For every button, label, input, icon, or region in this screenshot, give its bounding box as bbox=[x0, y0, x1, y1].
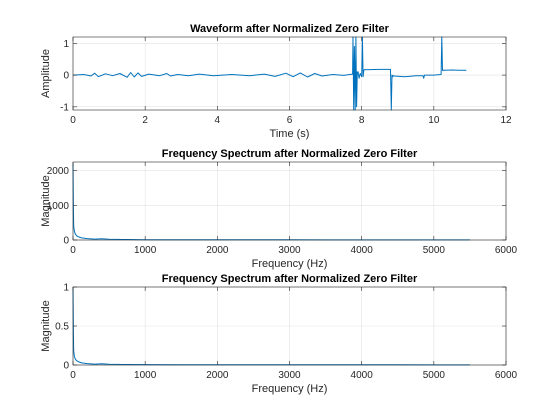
chart-title: Waveform after Normalized Zero Filter bbox=[190, 23, 390, 35]
chart-title: Frequency Spectrum after Normalized Zero… bbox=[162, 148, 418, 160]
plot-2: 0 1000 2000 3000 4000 5000 6000 0 1000 2000 Freque… bbox=[40, 148, 518, 270]
y-tick-label: 1 bbox=[63, 39, 69, 50]
x-tick-label: 1000 bbox=[134, 370, 157, 381]
x-axis-label: Frequency (Hz) bbox=[252, 383, 328, 395]
y-tick-label: 0 bbox=[63, 236, 69, 247]
x-tick-label: 4000 bbox=[351, 370, 374, 381]
x-tick-label: 6000 bbox=[495, 245, 518, 256]
y-tick-label: 0 bbox=[63, 361, 69, 372]
y-axis-label: Amplitude bbox=[40, 49, 52, 98]
y-tick-label: -1 bbox=[60, 102, 69, 113]
x-tick-label: 8 bbox=[359, 115, 365, 126]
x-tick-label: 10 bbox=[428, 115, 440, 126]
y-axis-label: Magnitude bbox=[40, 300, 52, 351]
series-line bbox=[72, 36, 467, 111]
x-tick-label: 3000 bbox=[278, 370, 301, 381]
x-axis-label: Frequency (Hz) bbox=[252, 258, 328, 270]
y-tick-label: 0 bbox=[63, 71, 69, 82]
y-axis-label: Magnitude bbox=[40, 175, 52, 226]
x-tick-label: 4 bbox=[215, 115, 221, 126]
x-tick-label: 0 bbox=[70, 115, 76, 126]
y-tick-label: 2000 bbox=[47, 166, 70, 177]
x-tick-label: 6 bbox=[287, 115, 293, 126]
x-tick-label: 2000 bbox=[206, 370, 229, 381]
x-tick-label: 4000 bbox=[351, 245, 374, 256]
x-tick-label: 2000 bbox=[206, 245, 229, 256]
x-tick-label: 5000 bbox=[423, 245, 446, 256]
x-tick-label: 12 bbox=[500, 115, 512, 126]
x-tick-label: 5000 bbox=[423, 370, 446, 381]
chart-title: Frequency Spectrum after Normalized Zero… bbox=[162, 273, 418, 285]
y-tick-label: 1 bbox=[63, 283, 69, 294]
x-tick-label: 0 bbox=[70, 245, 76, 256]
x-tick-label: 1000 bbox=[134, 245, 157, 256]
plot-3: 0 1000 2000 3000 4000 5000 6000 0 0.5 1 Frequency … bbox=[40, 273, 518, 395]
x-tick-label: 3000 bbox=[278, 245, 301, 256]
x-tick-label: 0 bbox=[70, 370, 76, 381]
y-tick-label: 1000 bbox=[47, 201, 70, 212]
x-tick-label: 6000 bbox=[495, 370, 518, 381]
y-tick-label: 0.5 bbox=[55, 322, 69, 333]
x-tick-label: 2 bbox=[142, 115, 148, 126]
x-axis-label: Time (s) bbox=[270, 128, 310, 140]
